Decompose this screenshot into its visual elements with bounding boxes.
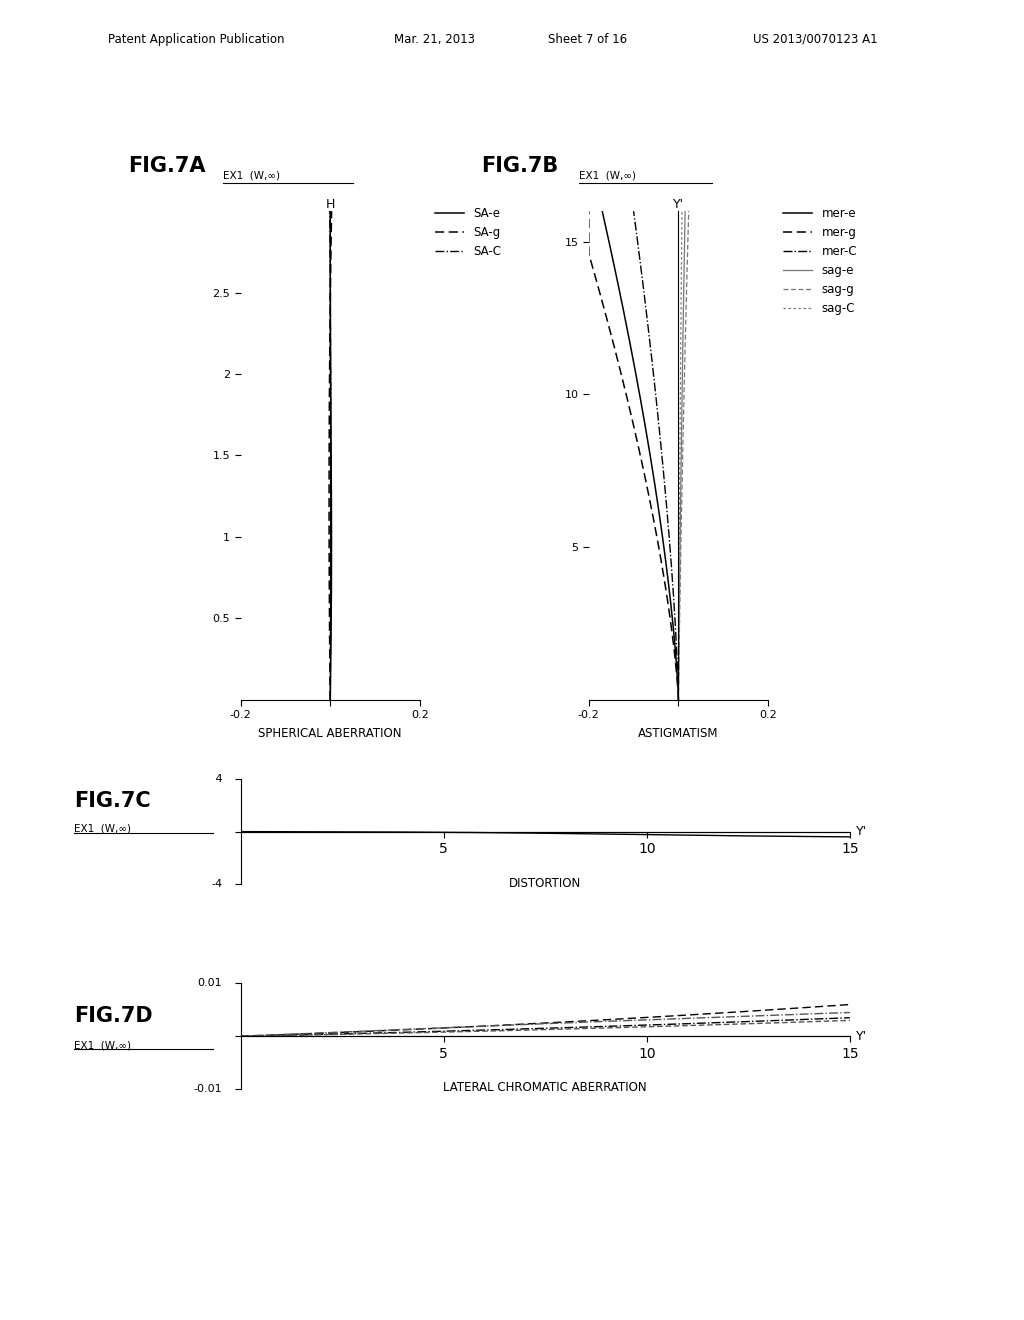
Text: EX1  (W,∞): EX1 (W,∞) — [74, 1040, 131, 1051]
X-axis label: ASTIGMATISM: ASTIGMATISM — [638, 727, 719, 741]
Text: FIG.7A: FIG.7A — [128, 156, 206, 176]
Text: Y': Y' — [673, 198, 684, 211]
Text: 4: 4 — [212, 774, 222, 784]
Text: Sheet 7 of 16: Sheet 7 of 16 — [548, 33, 627, 46]
Text: H: H — [326, 198, 335, 211]
Text: US 2013/0070123 A1: US 2013/0070123 A1 — [753, 33, 878, 46]
Text: Y': Y' — [856, 825, 867, 838]
Legend: SA-e, SA-g, SA-C: SA-e, SA-g, SA-C — [435, 207, 502, 259]
Text: Y': Y' — [856, 1030, 867, 1043]
Text: Patent Application Publication: Patent Application Publication — [108, 33, 284, 46]
Text: FIG.7D: FIG.7D — [74, 1006, 153, 1027]
Text: EX1  (W,∞): EX1 (W,∞) — [579, 170, 636, 181]
X-axis label: SPHERICAL ABERRATION: SPHERICAL ABERRATION — [258, 727, 402, 741]
Legend: mer-e, mer-g, mer-C, sag-e, sag-g, sag-C: mer-e, mer-g, mer-C, sag-e, sag-g, sag-C — [783, 207, 857, 315]
X-axis label: LATERAL CHROMATIC ABERRATION: LATERAL CHROMATIC ABERRATION — [443, 1081, 647, 1094]
Text: FIG.7B: FIG.7B — [481, 156, 558, 176]
Text: -4: -4 — [211, 879, 222, 890]
Text: Mar. 21, 2013: Mar. 21, 2013 — [394, 33, 475, 46]
X-axis label: DISTORTION: DISTORTION — [509, 876, 582, 890]
Text: FIG.7C: FIG.7C — [74, 791, 151, 812]
Text: -0.01: -0.01 — [194, 1084, 222, 1094]
Text: EX1  (W,∞): EX1 (W,∞) — [223, 170, 281, 181]
Text: EX1  (W,∞): EX1 (W,∞) — [74, 824, 131, 834]
Text: 0.01: 0.01 — [198, 978, 222, 989]
